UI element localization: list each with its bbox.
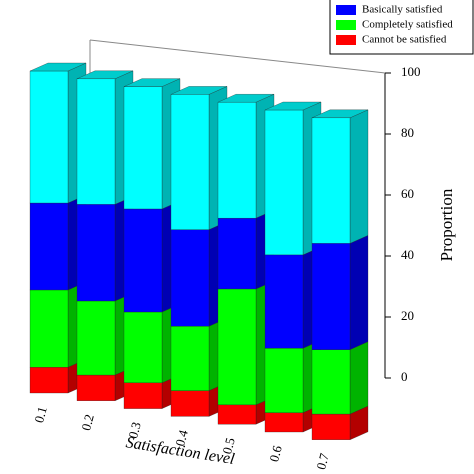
bar-front (76, 300, 116, 376)
bar-front (311, 117, 351, 244)
bar-front (217, 217, 257, 290)
x-tick-label: 0.3 (125, 420, 144, 440)
bar-front (170, 94, 210, 230)
bar-front (170, 390, 210, 417)
bar-top (311, 109, 369, 118)
legend-label: Not satisfied (362, 0, 418, 1)
bar-front (29, 70, 69, 204)
bar-front (29, 289, 69, 368)
bar-front (123, 86, 163, 210)
bar-front (123, 208, 163, 313)
bar-front (76, 78, 116, 205)
legend-label: Completely satisfied (362, 19, 453, 31)
legend-swatch (336, 5, 356, 15)
y-tick-label: 60 (401, 186, 414, 201)
bar-front (29, 367, 69, 394)
bar-front (29, 202, 69, 291)
y-tick-label: 100 (401, 64, 421, 79)
bar-segment (311, 109, 369, 244)
bar-segment (311, 341, 369, 415)
bar-front (217, 404, 257, 425)
bar-front (76, 204, 116, 302)
bar-top (29, 62, 87, 72)
legend-label: Basically satisfied (362, 4, 443, 16)
x-tick-label: 0.5 (219, 436, 238, 456)
bar-side (349, 341, 369, 415)
y-tick-label: 0 (401, 369, 408, 384)
bar-segment (311, 235, 369, 350)
x-tick-label: 0.6 (266, 443, 285, 463)
bar-front (264, 254, 304, 349)
bar-top (170, 86, 228, 95)
legend-label: Cannot be satisfied (362, 34, 447, 46)
bar-front (123, 382, 163, 409)
bar-front (264, 348, 304, 413)
x-tick-label: 0.7 (313, 451, 332, 471)
legend: Not satisfied Basically satisfied Complete… (329, 0, 474, 55)
bar-front (170, 326, 210, 391)
bar-front (76, 374, 116, 401)
y-tick-label: 40 (401, 247, 414, 262)
y-tick-label: 80 (401, 125, 414, 140)
bar-side (349, 109, 369, 244)
bar-front (311, 243, 351, 350)
bar-front (170, 229, 210, 327)
bar-top (123, 78, 181, 87)
bar-top (264, 101, 322, 111)
bar-front (311, 349, 351, 415)
bar-front (217, 288, 257, 406)
bar-front (264, 109, 304, 256)
bar-front (264, 412, 304, 433)
y-axis-label: Proportion (437, 188, 456, 261)
y-tick-label: 20 (401, 308, 414, 323)
legend-swatch (336, 35, 356, 45)
bar-front (217, 102, 257, 219)
back-frame (89, 39, 386, 74)
bar-front (123, 311, 163, 383)
bar-front (311, 413, 351, 440)
bar-top (76, 70, 134, 79)
x-tick-label: 0.1 (31, 405, 50, 425)
x-tick-label: 0.2 (78, 413, 97, 433)
bar-top (217, 94, 275, 103)
bar-side (349, 235, 369, 350)
bar-segment (29, 62, 87, 204)
legend-swatch (336, 20, 356, 30)
x-tick-label: 0.4 (172, 428, 191, 448)
